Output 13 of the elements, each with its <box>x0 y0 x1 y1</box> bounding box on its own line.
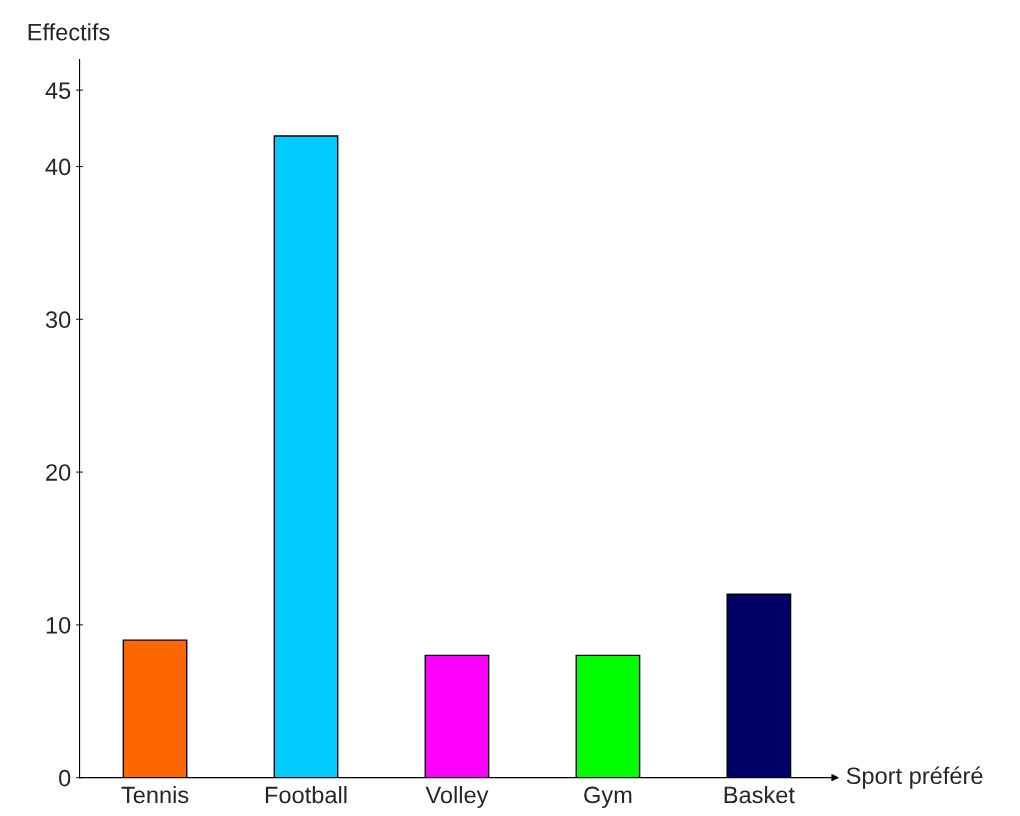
x-tick-label: Football <box>265 785 347 804</box>
y-tick-label: 20 <box>46 464 71 481</box>
y-tick-label: 10 <box>46 616 71 634</box>
y-tick-label: 0 <box>59 769 71 787</box>
x-axis-title: Sport préféré <box>846 766 983 789</box>
x-tick-label: Basket <box>724 785 795 804</box>
y-tick-label: 45 <box>45 82 71 99</box>
x-tick-label: Tennis <box>121 785 189 804</box>
x-tick-label: Volley <box>425 785 489 808</box>
y-tick-label: 40 <box>45 158 71 176</box>
x-tick-label: Gym <box>584 786 632 808</box>
y-tick-label: 30 <box>45 311 71 329</box>
y-axis-title: Effectifs <box>28 23 110 41</box>
